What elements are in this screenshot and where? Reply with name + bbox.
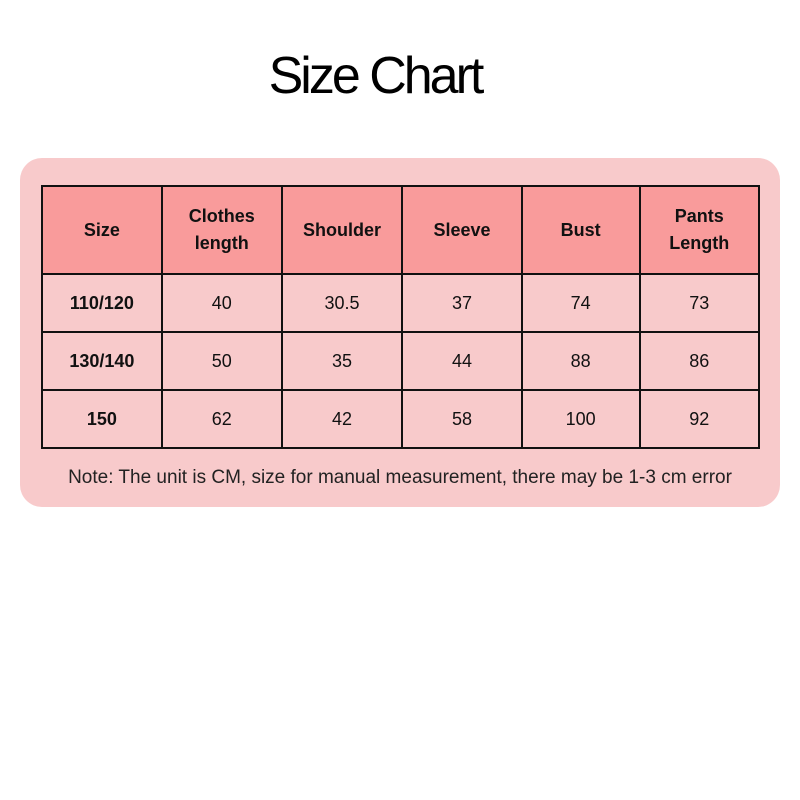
measurement-cell: 73 [638,273,761,333]
header-size: Size [41,185,163,275]
table-row: 130/140 50 35 44 88 86 [41,331,761,391]
measurement-cell: 100 [520,389,641,449]
measurement-cell: 86 [638,331,761,391]
measurement-cell: 88 [520,331,641,391]
measurement-cell: 92 [638,389,761,449]
table-row: 110/120 40 30.5 37 74 73 [41,273,761,333]
measurement-cell: 58 [401,389,523,449]
size-chart-panel: Size Clothes length Shoulder Sleeve Bust … [20,158,780,507]
header-shoulder: Shoulder [280,185,404,275]
size-cell: 130/140 [41,331,163,391]
header-sleeve: Sleeve [401,185,523,275]
unit-note: Note: The unit is CM, size for manual me… [68,467,732,488]
measurement-cell: 44 [401,331,523,391]
table-row: 150 62 42 58 100 92 [41,389,761,449]
size-cell: 110/120 [41,273,163,333]
measurement-cell: 62 [160,389,283,449]
header-pants-length: Pants Length [638,185,761,275]
size-table: Size Clothes length Shoulder Sleeve Bust … [41,185,761,449]
size-cell: 150 [41,389,163,449]
header-bust: Bust [520,185,641,275]
measurement-cell: 30.5 [280,273,404,333]
header-clothes-length: Clothes length [160,185,283,275]
page-title: Size Chart [268,47,485,105]
header-row: Size Clothes length Shoulder Sleeve Bust … [41,185,761,275]
measurement-cell: 42 [280,389,404,449]
measurement-cell: 35 [280,331,404,391]
measurement-cell: 40 [160,273,283,333]
measurement-cell: 37 [401,273,523,333]
measurement-cell: 50 [160,331,283,391]
measurement-cell: 74 [520,273,641,333]
